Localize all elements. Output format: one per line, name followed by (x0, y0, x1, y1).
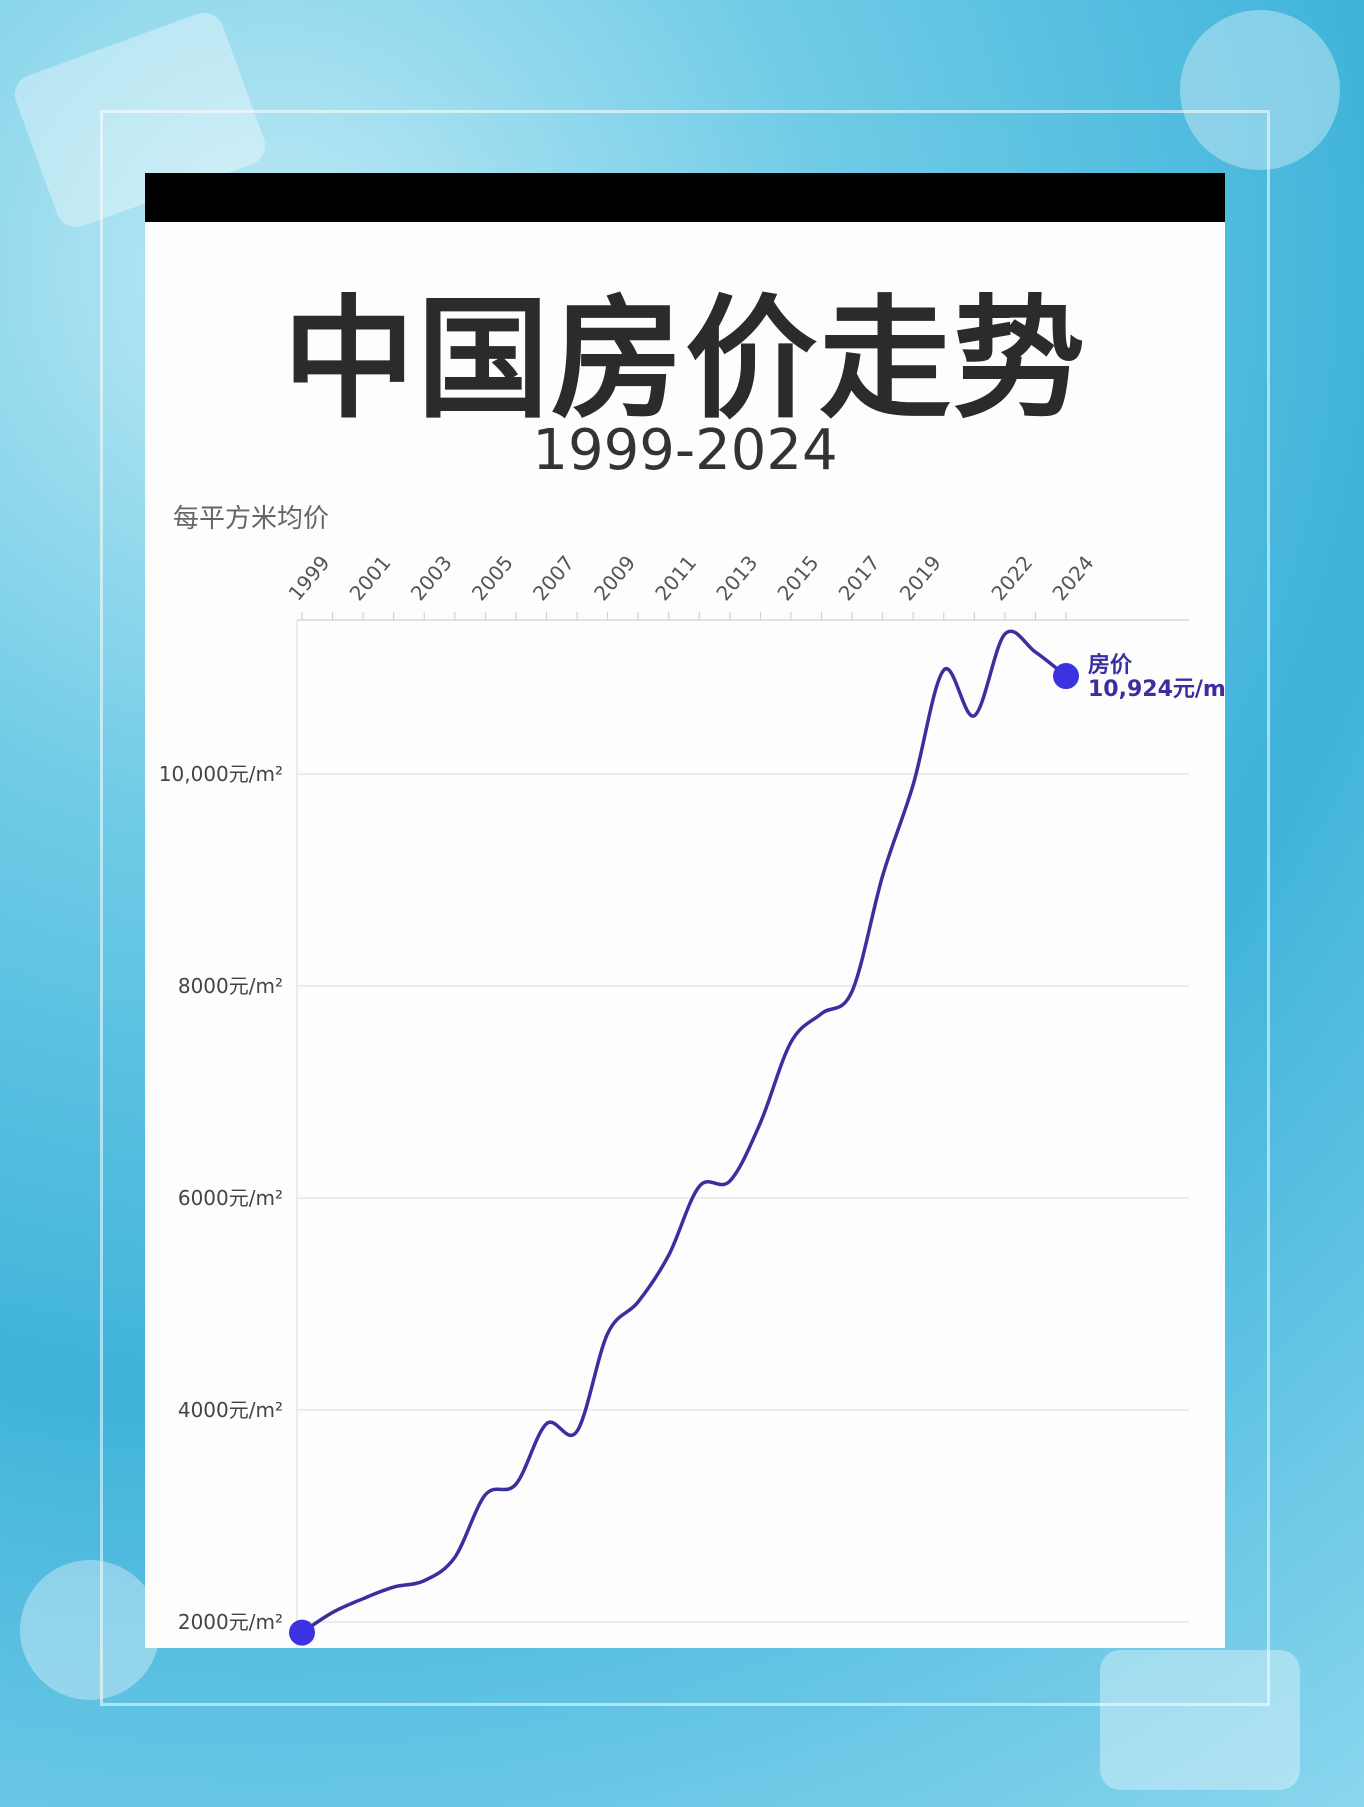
end-marker (1053, 663, 1079, 690)
end-label-value: 10,924元/m² (1088, 677, 1225, 702)
x-tick-label: 2007 (528, 551, 579, 605)
x-tick-label: 2019 (895, 551, 946, 605)
chart-title: 中国房价走势 (283, 283, 1087, 437)
y-tick-label: 8000元/m² (178, 974, 283, 998)
line-chart: 1999 2001 2003 2005 2007 2009 2011 2013 2015 2017… (159, 551, 1225, 1648)
chart-card: 中国房价走势 1999-2024 每平方米均价 1999 2001 2003 2005… (145, 173, 1225, 1648)
x-tick-label: 2013 (711, 551, 762, 605)
black-bar (145, 173, 1225, 222)
x-tick-label: 2022 (986, 551, 1037, 605)
y-tick-label: 4000元/m² (178, 1398, 283, 1422)
circle-decoration (1180, 10, 1340, 170)
x-tick-label: 2011 (650, 551, 701, 605)
y-tick-label: 10,000元/m² (159, 762, 283, 786)
end-label-name: 房价 (1088, 652, 1133, 678)
x-tick-label: 2005 (467, 551, 518, 605)
y-tick-label: 2000元/m² (178, 1610, 283, 1634)
chart-subtitle: 1999-2024 (532, 418, 838, 483)
y-axis-label: 每平方米均价 (173, 504, 330, 534)
y-tick-label: 6000元/m² (178, 1186, 283, 1210)
x-tick-label: 2015 (772, 551, 823, 605)
start-marker (289, 1619, 315, 1646)
x-tick-label: 2024 (1047, 551, 1098, 605)
box-decoration (1100, 1650, 1300, 1790)
decorative-frame (100, 110, 1270, 1706)
x-tick-label: 1999 (283, 551, 334, 605)
x-tick-label: 2003 (406, 551, 457, 605)
x-tick-label: 2017 (834, 551, 885, 605)
badge-decoration (20, 1560, 160, 1700)
price-line (301, 629, 1068, 1635)
x-tick-label: 2009 (589, 551, 640, 605)
x-tick-label: 2001 (345, 551, 396, 605)
